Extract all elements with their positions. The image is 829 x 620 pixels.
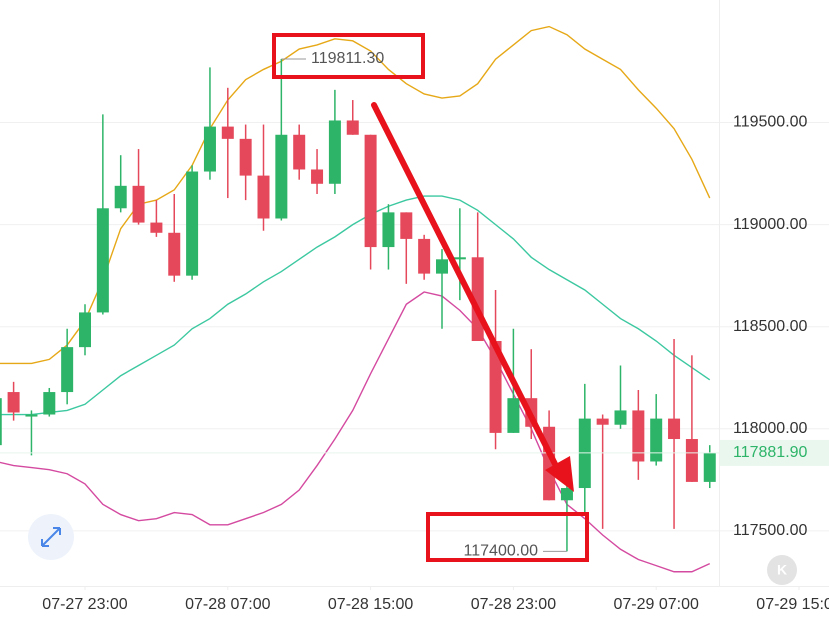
- candle-body: [614, 410, 627, 425]
- candle-body: [400, 212, 413, 239]
- candle-body: [43, 392, 56, 415]
- expand-button[interactable]: [28, 514, 74, 560]
- candle-body: [168, 232, 181, 276]
- low-marker-label: 117400.00: [464, 543, 539, 560]
- band-upper: [0, 25, 711, 365]
- candle-body: [221, 126, 234, 139]
- high-highlight-box: [272, 33, 425, 79]
- candle-body: [382, 212, 395, 248]
- band-lower: [0, 291, 711, 573]
- candle-body: [96, 208, 109, 313]
- reset-button-bg[interactable]: [767, 555, 797, 585]
- y-tick-label: 118500.00: [733, 318, 808, 335]
- x-tick-label: 07-28 23:00: [471, 596, 557, 613]
- low-highlight-box: [426, 512, 589, 562]
- bands: [0, 25, 711, 573]
- candle-body: [257, 175, 270, 219]
- candle-body: [7, 392, 20, 413]
- candle-body: [239, 138, 252, 176]
- candle-body: [328, 120, 341, 184]
- x-tick-label: 07-28 07:00: [185, 596, 271, 613]
- candle-body: [346, 120, 359, 135]
- x-tick-label: 07-29 07:00: [613, 596, 699, 613]
- candle-body: [203, 126, 216, 172]
- candles: [0, 58, 716, 552]
- candle-body: [650, 418, 663, 462]
- candle-body: [79, 312, 91, 348]
- candle-body: [25, 414, 38, 417]
- candle-body: [293, 134, 306, 170]
- candle-body: [507, 398, 520, 433]
- candle-body: [150, 222, 163, 233]
- y-tick-label: 119500.00: [733, 114, 808, 131]
- band-middle: [0, 195, 711, 416]
- trend-arrow-head: [545, 456, 574, 492]
- x-tick-label: 07-28 15:00: [328, 596, 414, 613]
- candle-body: [114, 185, 127, 209]
- candle-body: [632, 410, 645, 462]
- candle-body: [685, 439, 698, 482]
- y-tick-label: 117500.00: [733, 522, 808, 539]
- candle-body: [418, 238, 431, 274]
- candle-body: [560, 488, 573, 501]
- trend-arrow-shaft: [371, 102, 559, 469]
- candle-body: [132, 185, 145, 223]
- candle-body: [186, 171, 199, 276]
- annotations: 117881.90 119811.30 117400.00: [0, 33, 829, 562]
- high-marker-label: 119811.30: [311, 50, 384, 67]
- last-price-label: 117881.90: [733, 444, 808, 461]
- candle-body: [275, 134, 288, 219]
- reset-button-label[interactable]: K: [777, 562, 787, 578]
- candle-body: [0, 398, 2, 446]
- candle-body: [596, 418, 609, 425]
- y-tick-label: 119000.00: [733, 216, 808, 233]
- reset-button[interactable]: K: [767, 555, 797, 585]
- x-tick-label: 07-27 23:00: [42, 596, 128, 613]
- candle-body: [61, 347, 74, 393]
- x-tick-label: 07-29 15:00: [756, 596, 829, 613]
- expand-icon: [41, 527, 61, 547]
- candle-body: [453, 257, 466, 260]
- candle-body: [364, 134, 377, 248]
- grid: 117500.00 118000.00 118500.00 119000.00 1195…: [0, 114, 829, 613]
- candle-body: [668, 418, 681, 440]
- y-tick-label: 118000.00: [733, 420, 808, 437]
- last-price-bg: [720, 439, 829, 466]
- candle-body: [703, 452, 716, 482]
- candle-body: [436, 259, 448, 274]
- candle-body: [311, 169, 324, 184]
- candle-body: [489, 341, 502, 433]
